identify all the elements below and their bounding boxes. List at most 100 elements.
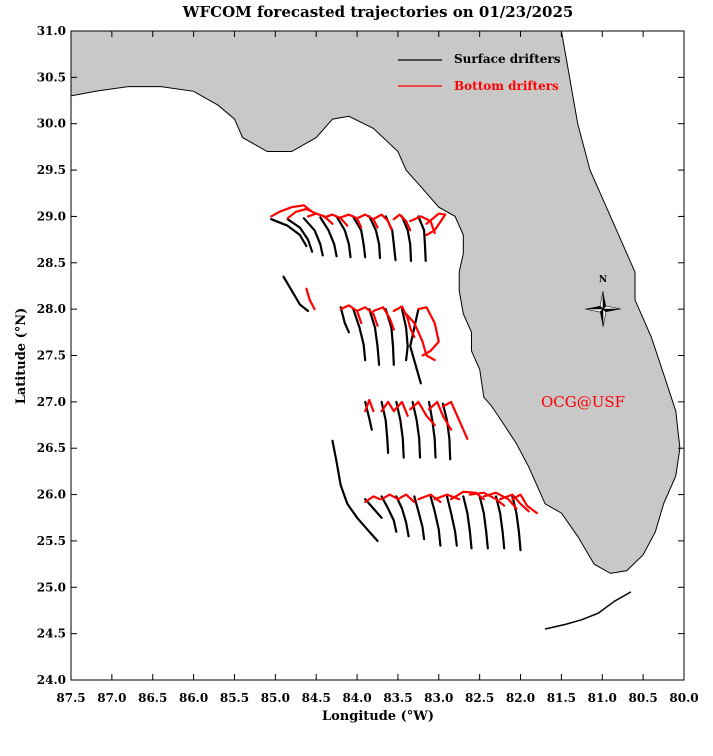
surface-drifter-track-30 bbox=[445, 495, 458, 547]
land-layer bbox=[70, 30, 681, 630]
x-axis: 87.5 87.0 86.5 86.0 85.5 85.0 84.5 84.0 83.5 83.0… bbox=[56, 31, 699, 705]
x-tick-label: 81.0 bbox=[588, 691, 617, 705]
surface-drifter-track-5 bbox=[335, 215, 352, 259]
x-tick-label: 80.5 bbox=[629, 691, 658, 705]
plot-area bbox=[70, 30, 685, 681]
bottom-drifter-track-19 bbox=[380, 400, 395, 413]
bottom-drifter-track-5 bbox=[339, 213, 363, 229]
x-tick-label: 84.5 bbox=[302, 691, 331, 705]
x-tick-label: 83.0 bbox=[424, 691, 453, 705]
compass-north-label: N bbox=[599, 275, 607, 285]
surface-drifter-track-1 bbox=[270, 218, 308, 248]
y-tick-label: 30.0 bbox=[37, 117, 66, 131]
bottom-drifter-track-15 bbox=[392, 305, 416, 339]
y-tick-label: 26.5 bbox=[37, 441, 66, 455]
bottom-drifter-track-6 bbox=[356, 213, 379, 229]
surface-drifter-track-6 bbox=[351, 215, 367, 259]
legend: Surface drifters Bottom drifters bbox=[398, 52, 561, 93]
y-tick-label: 26.0 bbox=[37, 488, 66, 502]
bottom-drifter-track-14 bbox=[372, 306, 395, 331]
x-tick-label: 87.5 bbox=[56, 691, 85, 705]
bottom-drifter-track-24 bbox=[364, 495, 382, 504]
y-tick-label: 25.5 bbox=[37, 534, 66, 548]
bottom-drifter-track-9 bbox=[409, 215, 436, 235]
surface-drifter-track-14 bbox=[368, 308, 381, 366]
x-tick-label: 80.0 bbox=[669, 691, 698, 705]
x-tick-label: 87.0 bbox=[97, 691, 126, 705]
surface-drifter-track-32 bbox=[478, 495, 489, 550]
bottom-drifter-track-32 bbox=[499, 493, 530, 513]
x-tick-label: 82.5 bbox=[465, 691, 494, 705]
y-tick-label: 24.0 bbox=[37, 673, 66, 687]
y-tick-label: 25.0 bbox=[37, 580, 66, 594]
surface-drifter-track-16 bbox=[400, 308, 409, 362]
brand-label: OCG@USF bbox=[541, 393, 625, 411]
bottom-drifter-track-22 bbox=[427, 400, 453, 431]
surface-drifter-track-13 bbox=[351, 307, 367, 362]
bottom-drifter-track-16 bbox=[405, 312, 436, 362]
legend-surface-label: Surface drifters bbox=[454, 52, 561, 66]
bottom-drifter-track-2 bbox=[286, 207, 318, 220]
y-tick-label: 31.0 bbox=[37, 24, 66, 38]
legend-bottom-label: Bottom drifters bbox=[454, 79, 559, 93]
track-layer bbox=[270, 204, 539, 552]
surface-drifter-track-7 bbox=[368, 215, 382, 260]
surface-drifter-track-11 bbox=[282, 275, 310, 313]
surface-drifter-track-9 bbox=[400, 215, 413, 262]
surface-drifter-track-2 bbox=[286, 218, 314, 253]
bottom-drifter-track-1 bbox=[270, 204, 314, 218]
bottom-drifter-track-4 bbox=[323, 213, 349, 227]
surface-drifter-track-27 bbox=[395, 495, 410, 538]
surface-drifter-track-10 bbox=[417, 215, 427, 262]
y-axis: 24.0 24.5 25.0 25.5 26.0 26.5 27.0 27.5 28.0 28.5… bbox=[37, 24, 684, 687]
compass-rose-icon: N bbox=[584, 275, 622, 328]
surface-drifter-track-26 bbox=[380, 495, 398, 533]
surface-drifter-track-3 bbox=[302, 217, 324, 257]
y-tick-label: 27.0 bbox=[37, 395, 66, 409]
y-tick-label: 29.5 bbox=[37, 163, 66, 177]
y-tick-label: 29.0 bbox=[37, 209, 66, 223]
map-title: WFCOM forecasted trajectories on 01/23/2… bbox=[182, 3, 574, 21]
bottom-drifter-track-8 bbox=[392, 213, 412, 232]
x-tick-label: 81.5 bbox=[547, 691, 576, 705]
land-florida bbox=[70, 30, 681, 574]
surface-drifter-track-19 bbox=[380, 400, 390, 454]
surface-drifter-track-24 bbox=[331, 439, 379, 543]
surface-drifter-track-12 bbox=[339, 306, 350, 334]
surface-drifter-track-23 bbox=[441, 402, 452, 461]
surface-drifter-track-33 bbox=[494, 495, 506, 550]
surface-drifter-track-17 bbox=[409, 308, 422, 385]
x-tick-label: 86.0 bbox=[179, 691, 208, 705]
y-axis-label: Latitude (°N) bbox=[14, 308, 29, 405]
surface-drifter-track-20 bbox=[395, 400, 405, 459]
y-tick-label: 24.5 bbox=[37, 627, 66, 641]
surface-drifter-track-21 bbox=[411, 400, 422, 459]
bottom-drifter-track-18 bbox=[364, 398, 375, 413]
x-tick-label: 86.5 bbox=[138, 691, 167, 705]
bottom-drifter-track-21 bbox=[409, 400, 436, 427]
x-tick-label: 82.0 bbox=[506, 691, 535, 705]
y-tick-label: 30.5 bbox=[37, 70, 66, 84]
bottom-drifter-track-20 bbox=[392, 400, 409, 417]
surface-drifter-track-4 bbox=[319, 216, 338, 258]
bottom-drifter-track-33 bbox=[511, 493, 539, 515]
bottom-drifter-track-13 bbox=[356, 306, 379, 327]
bottom-drifter-track-10 bbox=[425, 212, 447, 237]
y-tick-label: 28.5 bbox=[37, 256, 66, 270]
surface-drifter-track-29 bbox=[429, 495, 442, 547]
x-axis-label: Longitude (°W) bbox=[322, 709, 434, 724]
surface-drifter-track-31 bbox=[462, 495, 473, 550]
bottom-drifter-track-25 bbox=[380, 493, 399, 501]
bottom-drifter-track-30 bbox=[468, 491, 506, 507]
bottom-drifter-track-17 bbox=[417, 306, 440, 357]
bottom-drifter-track-3 bbox=[306, 212, 334, 225]
surface-drifter-track-22 bbox=[427, 400, 437, 459]
bottom-drifter-track-23 bbox=[441, 400, 469, 440]
y-tick-label: 28.0 bbox=[37, 302, 66, 316]
land-keys bbox=[544, 591, 632, 630]
x-tick-label: 85.0 bbox=[261, 691, 290, 705]
bottom-drifter-track-11 bbox=[305, 287, 316, 311]
surface-drifter-track-25 bbox=[364, 498, 383, 519]
bottom-drifter-track-12 bbox=[339, 304, 363, 325]
